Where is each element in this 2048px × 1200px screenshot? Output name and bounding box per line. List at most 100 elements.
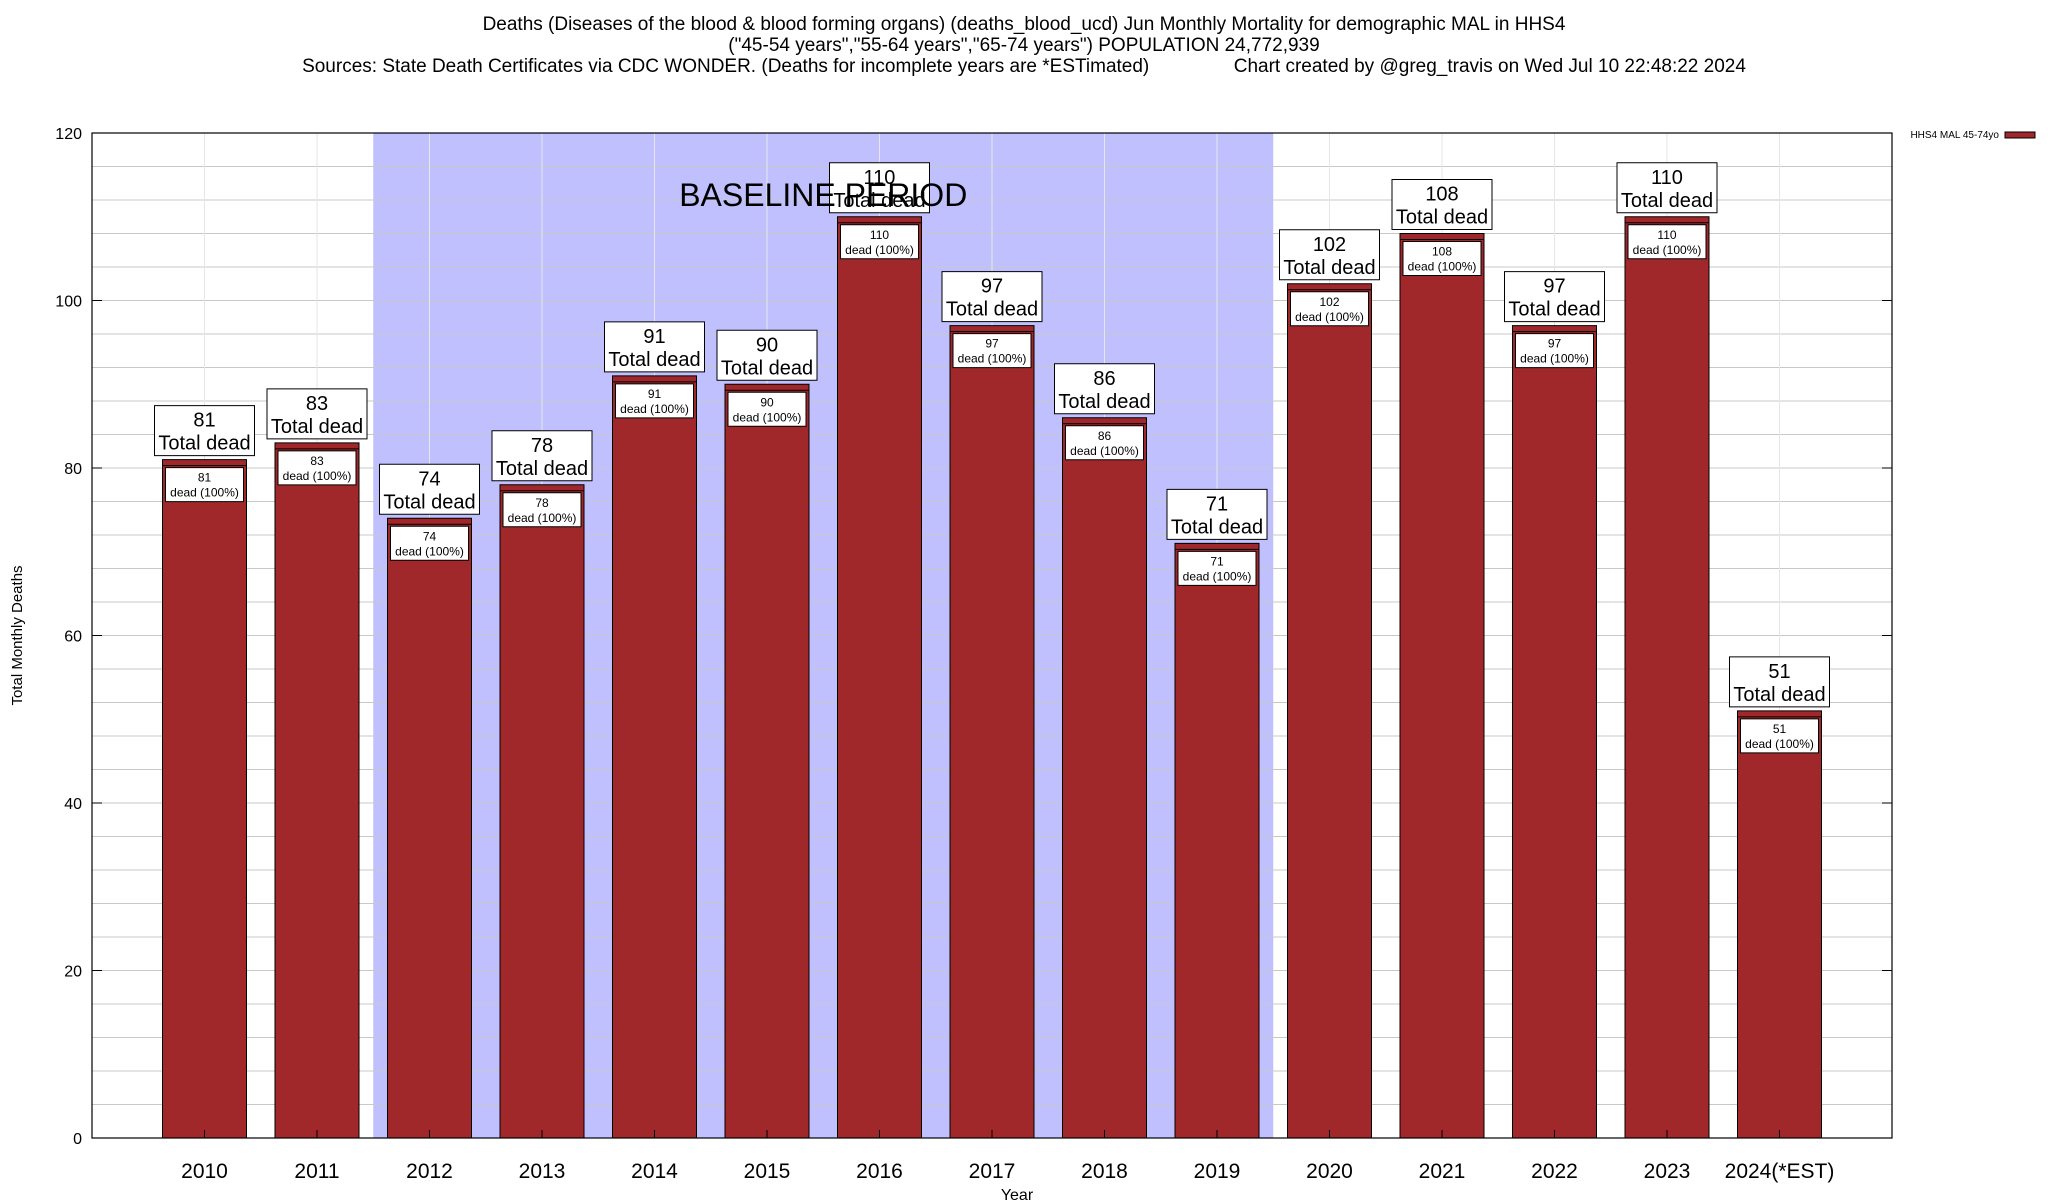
chart-sources: Sources: State Death Certificates via CD… <box>302 56 1746 77</box>
inner-label-box <box>952 333 1032 369</box>
top-label-text: Total dead <box>1733 684 1825 706</box>
top-label-box <box>379 463 480 515</box>
top-label-box <box>1166 488 1268 540</box>
inner-label-text: dead (100%) <box>170 486 239 500</box>
x-tick-label: 2020 <box>1306 1160 1353 1183</box>
bar-2016 <box>837 216 922 1139</box>
inner-label-box <box>615 383 694 419</box>
top-label-text: Total dead <box>1396 207 1488 229</box>
top-label-text: Total dead <box>158 433 250 455</box>
baseline-label: BASELINE PERIOD <box>679 177 967 213</box>
inner-label-box <box>165 467 244 503</box>
inner-label-box <box>1290 291 1369 327</box>
top-label-value: 97 <box>981 276 1003 298</box>
inner-label-value: 74 <box>423 529 437 543</box>
top-label-text: Total dead <box>1621 190 1713 212</box>
top-label-value: 86 <box>1093 368 1115 390</box>
top-label-box <box>154 405 255 457</box>
title-block: Deaths (Diseases of the blood & blood fo… <box>0 14 2048 77</box>
inner-label-box <box>1177 550 1257 586</box>
inner-label-value: 110 <box>870 228 889 242</box>
inner-label-value: 86 <box>1098 429 1112 443</box>
top-label-text: Total dead <box>1508 299 1600 321</box>
inner-label-box <box>1402 241 1482 276</box>
top-label-box <box>1729 656 1830 708</box>
inner-label-box <box>277 450 357 486</box>
inner-label-box <box>727 391 807 427</box>
inner-label-box <box>1627 224 1707 260</box>
top-label-box <box>491 430 593 482</box>
x-tick-label: 2012 <box>406 1160 453 1183</box>
y-tick-label: 60 <box>64 629 82 646</box>
top-label-box <box>1504 271 1605 323</box>
legend-label: HHS4 MAL 45-74yo <box>1910 130 1999 141</box>
top-label-box <box>1616 162 1718 214</box>
inner-label-value: 78 <box>535 496 549 510</box>
x-tick-label: 2024(*EST) <box>1725 1160 1835 1183</box>
x-tick-label: 2023 <box>1644 1160 1691 1183</box>
top-label-value: 83 <box>306 393 328 415</box>
top-label-box <box>1054 363 1155 415</box>
inner-label-text: dead (100%) <box>845 243 914 257</box>
x-tick-label: 2019 <box>1194 1160 1241 1183</box>
inner-label-text: dead (100%) <box>395 544 464 558</box>
top-label-text: Total dead <box>608 349 700 371</box>
top-label-value: 90 <box>756 334 778 356</box>
inner-label-text: dead (100%) <box>1745 737 1814 751</box>
x-tick-label: 2022 <box>1531 1160 1578 1183</box>
inner-label-text: dead (100%) <box>733 410 802 424</box>
inner-label-box <box>390 525 469 561</box>
bar-2021 <box>1399 233 1485 1139</box>
top-label-value: 110 <box>1651 167 1683 189</box>
top-label-text: Total dead <box>721 357 813 379</box>
inner-label-text: dead (100%) <box>958 352 1027 366</box>
inner-label-value: 110 <box>1657 228 1676 242</box>
bar-2022 <box>1512 325 1597 1139</box>
top-label-box <box>1279 229 1380 281</box>
inner-label-box <box>502 492 582 528</box>
inner-label-box <box>1740 718 1819 754</box>
inner-label-box <box>1065 425 1144 461</box>
y-tick-label: 80 <box>64 461 82 478</box>
top-label-text: Total dead <box>496 458 588 480</box>
bar-2018 <box>1062 417 1147 1139</box>
bar-2012 <box>387 517 472 1139</box>
bar-2014 <box>612 375 697 1139</box>
top-label-value: 110 <box>864 167 896 189</box>
x-tick-label: 2011 <box>294 1160 339 1183</box>
chart-title: Deaths (Diseases of the blood & blood fo… <box>482 14 1566 35</box>
chart-subtitle: ("45-54 years","55-64 years","65-74 year… <box>728 35 1320 56</box>
top-label-box <box>716 329 818 381</box>
inner-label-value: 108 <box>1432 245 1452 259</box>
bar-2010 <box>162 459 247 1139</box>
x-tick-label: 2010 <box>181 1160 228 1183</box>
top-label-value: 71 <box>1206 493 1228 515</box>
inner-label-box <box>1515 333 1594 369</box>
inner-label-value: 97 <box>985 337 999 351</box>
top-label-box <box>266 388 368 440</box>
x-tick-label: 2017 <box>969 1160 1016 1183</box>
top-label-value: 91 <box>643 326 665 348</box>
top-label-box <box>604 321 705 373</box>
top-label-value: 51 <box>1768 661 1790 683</box>
y-tick-label: 0 <box>73 1131 82 1148</box>
top-label-text: Total dead <box>833 190 925 212</box>
inner-label-text: dead (100%) <box>1408 260 1477 274</box>
x-tick-label: 2021 <box>1419 1160 1466 1183</box>
top-label-text: Total dead <box>383 491 475 513</box>
inner-label-value: 90 <box>760 395 774 409</box>
bar-layer <box>162 216 1822 1139</box>
bar-2020 <box>1287 283 1372 1139</box>
inner-label-text: dead (100%) <box>1183 569 1252 583</box>
x-tick-label: 2014 <box>631 1160 678 1183</box>
x-tick-label: 2016 <box>856 1160 903 1183</box>
y-tick-label: 40 <box>64 796 82 813</box>
top-label-value: 102 <box>1313 234 1346 256</box>
top-label-value: 74 <box>418 468 440 490</box>
y-tick-label: 100 <box>55 294 82 311</box>
inner-label-value: 81 <box>198 471 212 485</box>
bar-2017 <box>949 325 1035 1139</box>
bar-2011 <box>274 442 360 1139</box>
